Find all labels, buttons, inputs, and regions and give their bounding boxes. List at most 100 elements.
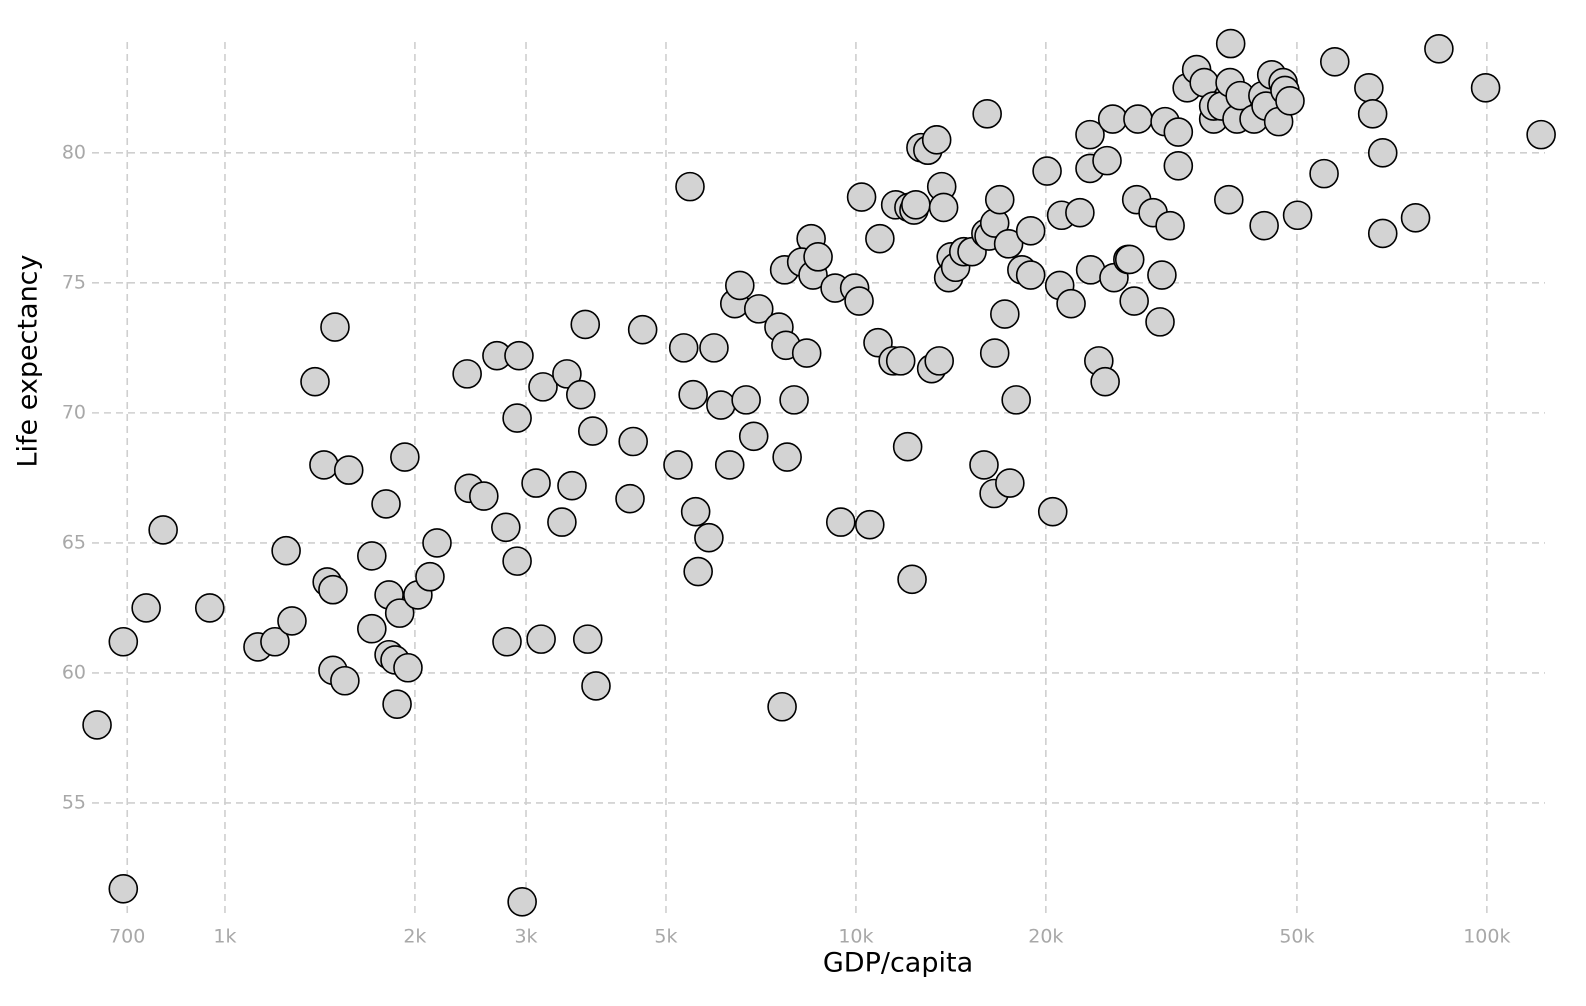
point [300,366,330,397]
point [1367,138,1398,168]
point [330,665,360,696]
point [507,886,537,917]
point [260,626,290,657]
point [271,535,301,566]
point [1015,216,1046,246]
x-axis-title: GDP/capita [823,948,973,979]
point [357,613,387,644]
point [855,509,885,540]
point [194,593,225,623]
point [384,598,415,628]
point [502,546,532,576]
point [844,286,874,316]
points [82,28,1556,917]
point [277,606,307,636]
point [1056,288,1086,319]
point [825,507,856,537]
point [1526,119,1556,150]
point [928,192,959,223]
point [1092,145,1122,176]
point [108,626,139,657]
point [1354,73,1384,103]
point [552,359,582,389]
y-tick-label: 65 [62,531,86,553]
point [663,450,693,480]
point [1214,184,1244,215]
point [333,455,364,485]
point [1001,385,1031,415]
x-tick-label: 2k [403,926,426,948]
point [995,468,1025,498]
point [1155,210,1185,241]
point [1145,307,1175,337]
point [694,522,724,553]
point [706,390,736,420]
point [1275,86,1305,116]
point [767,691,797,722]
x-tick-label: 100k [1463,926,1510,948]
point [680,496,711,527]
x-tick-label: 3k [514,926,537,948]
point [1123,104,1153,134]
point [1249,210,1279,241]
point [972,99,1002,129]
point [390,442,420,472]
point [743,294,774,324]
point [678,379,708,410]
x-tick-label: 700 [109,926,145,948]
point [393,652,423,683]
point [1309,158,1339,189]
point [581,671,611,701]
point [570,309,601,340]
point [547,507,577,537]
point [779,385,809,415]
point [452,359,482,389]
point [557,470,587,501]
point [492,626,522,657]
point [885,346,916,376]
point [714,450,745,480]
point [725,270,755,301]
point [528,372,558,402]
point [772,442,802,472]
y-tick-label: 80 [62,141,86,163]
point [526,624,556,654]
point [897,564,927,595]
point [990,299,1020,329]
point [521,468,551,498]
point [318,574,348,605]
y-tick-label: 60 [62,661,86,683]
point [1470,73,1501,103]
point [901,190,931,220]
point [1163,117,1194,147]
point [1163,151,1194,181]
x-tick-label: 20k [1028,926,1063,948]
point [627,314,658,345]
point [1320,47,1350,77]
x-tick-label: 50k [1279,926,1314,948]
point [1282,200,1313,231]
point [683,556,713,587]
point [131,593,161,623]
point [415,561,445,592]
point [577,416,608,446]
point [969,450,999,480]
point [1400,203,1431,233]
point [1119,286,1149,316]
point [803,242,833,272]
point [1090,366,1120,397]
point [382,689,412,719]
point [699,333,729,363]
point [1114,244,1145,275]
point [615,483,645,514]
point [791,338,822,368]
point [1032,156,1062,186]
point [1075,119,1105,150]
point [668,333,699,363]
point [82,710,112,740]
point [1424,34,1454,64]
point [993,229,1024,259]
y-tick-label: 70 [62,401,86,423]
point [320,312,350,342]
